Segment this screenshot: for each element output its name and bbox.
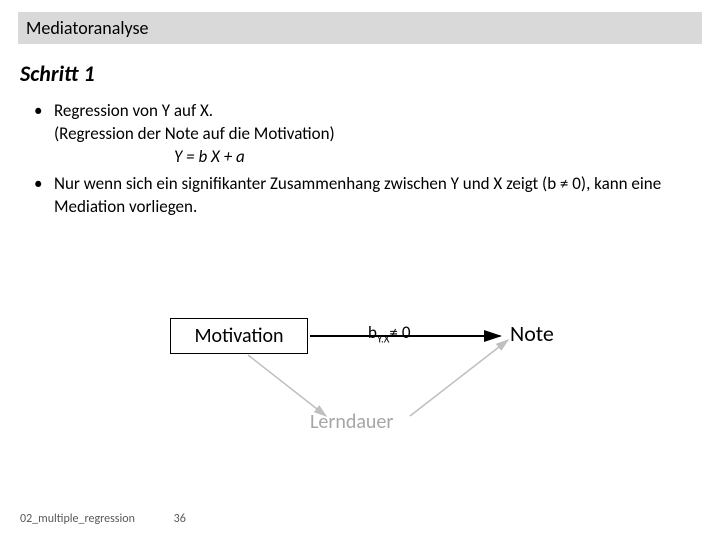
node-note: Note — [510, 320, 554, 347]
arrow-down-left — [248, 355, 326, 416]
bullet-2-text: Nur wenn sich ein signifikanter Zusammen… — [54, 173, 661, 217]
node-motivation-label: Motivation — [194, 324, 283, 348]
node-motivation: Motivation — [170, 318, 308, 354]
node-lerndauer-label: Lerndauer — [310, 410, 393, 434]
edge-label-sub: Y.X — [377, 332, 390, 345]
bullet-1: Regression von Y auf X. (Regression der … — [30, 100, 690, 169]
mediation-diagram: Motivation Note Lerndauer bY.X≠ 0 — [150, 300, 590, 460]
bullet-2: Nur wenn sich ein signifikanter Zusammen… — [30, 173, 690, 219]
slide: Mediatoranalyse Schritt 1 Regression von… — [0, 0, 720, 540]
title-bar: Mediatoranalyse — [18, 12, 702, 44]
bullet-1-eq: Y = b X + a — [54, 146, 690, 169]
node-note-label: Note — [510, 320, 554, 347]
slide-subtitle: Schritt 1 — [20, 60, 95, 87]
slide-footer: 02_multiple_regression 36 — [20, 512, 186, 526]
bullet-1-sub: (Regression der Note auf die Motivation) — [54, 123, 335, 144]
slide-title: Mediatoranalyse — [26, 17, 148, 39]
arrow-down-right — [410, 340, 508, 416]
node-lerndauer: Lerndauer — [310, 410, 393, 434]
edge-label-prefix: b — [368, 322, 377, 343]
edge-label: bY.X≠ 0 — [368, 322, 410, 345]
footer-file: 02_multiple_regression — [20, 512, 135, 526]
edge-label-suffix: ≠ 0 — [390, 322, 411, 343]
footer-page: 36 — [174, 512, 186, 526]
bullet-1-text: Regression von Y auf X. — [54, 100, 213, 121]
bullet-list: Regression von Y auf X. (Regression der … — [30, 100, 690, 223]
